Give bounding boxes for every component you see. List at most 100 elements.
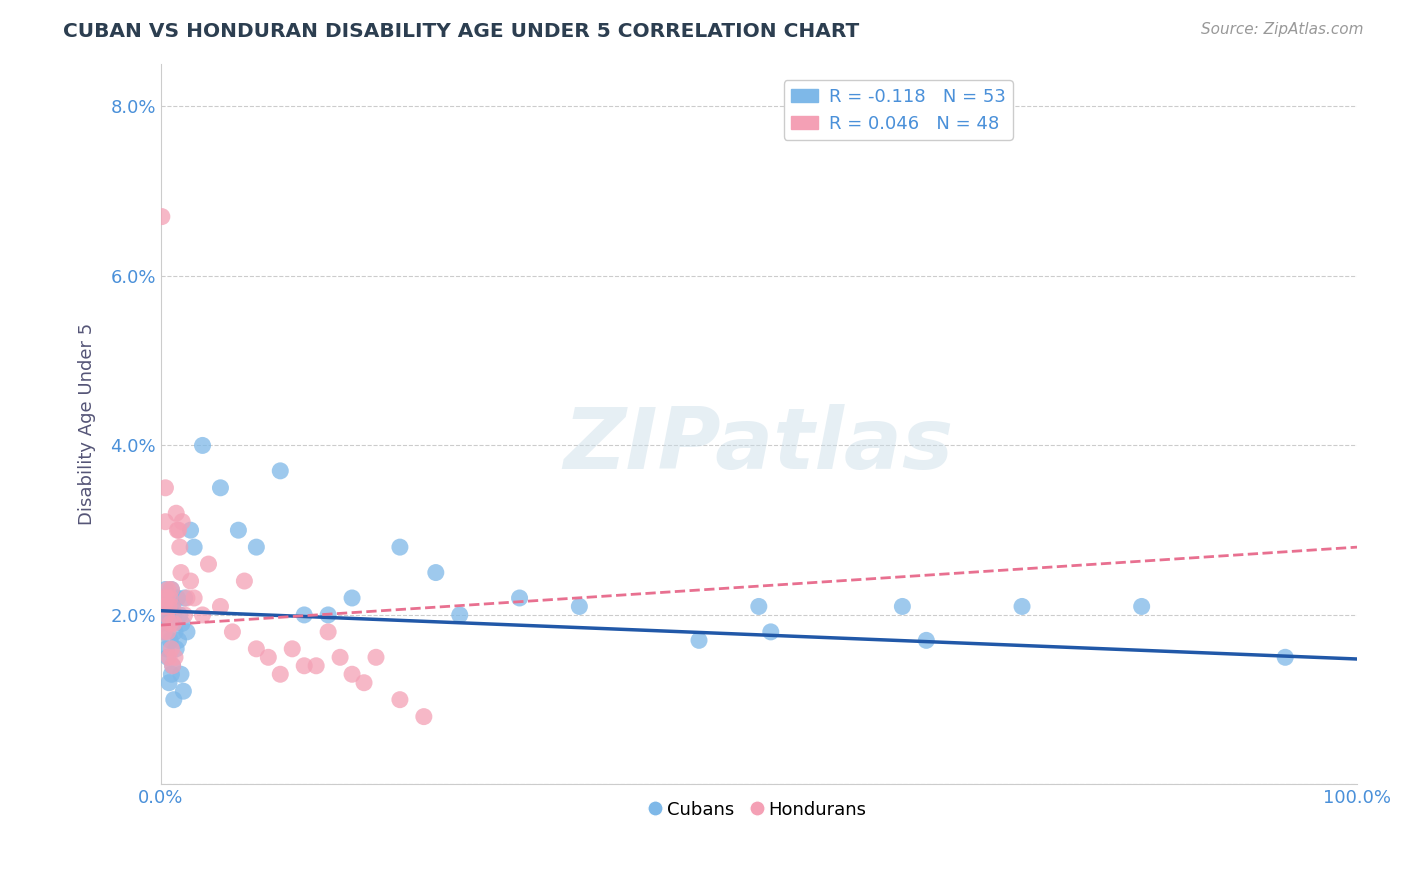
Point <box>340 591 363 605</box>
Point <box>150 616 173 631</box>
Point <box>748 599 770 614</box>
Point <box>163 607 186 622</box>
Point <box>176 591 198 605</box>
Point <box>688 633 710 648</box>
Point <box>165 641 187 656</box>
Point <box>191 438 214 452</box>
Point <box>155 582 177 597</box>
Point <box>388 692 411 706</box>
Point <box>340 667 363 681</box>
Point <box>281 641 304 656</box>
Point <box>509 591 531 605</box>
Point <box>172 515 194 529</box>
Point <box>156 616 179 631</box>
Point <box>173 607 195 622</box>
Point <box>191 607 214 622</box>
Text: ZIPatlas: ZIPatlas <box>564 404 953 487</box>
Point <box>173 591 195 605</box>
Point <box>170 667 193 681</box>
Point <box>305 658 328 673</box>
Point <box>156 650 179 665</box>
Point <box>152 599 174 614</box>
Point <box>156 591 179 605</box>
Point <box>156 641 179 656</box>
Point <box>156 607 179 622</box>
Point <box>160 641 183 656</box>
Point <box>364 650 387 665</box>
Point <box>209 481 232 495</box>
Point <box>155 607 177 622</box>
Point <box>162 599 184 614</box>
Point <box>162 599 184 614</box>
Point <box>163 692 186 706</box>
Legend: Cubans, Hondurans: Cubans, Hondurans <box>644 793 875 826</box>
Point <box>163 650 186 665</box>
Point <box>1274 650 1296 665</box>
Point <box>153 591 176 605</box>
Point <box>170 566 193 580</box>
Point <box>160 582 183 597</box>
Point <box>269 464 291 478</box>
Point <box>157 599 180 614</box>
Point <box>159 591 181 605</box>
Point <box>245 540 267 554</box>
Point <box>233 574 256 588</box>
Point <box>1011 599 1033 614</box>
Point <box>166 591 188 605</box>
Point <box>209 599 232 614</box>
Point <box>197 557 219 571</box>
Point <box>165 506 187 520</box>
Point <box>183 540 205 554</box>
Text: CUBAN VS HONDURAN DISABILITY AGE UNDER 5 CORRELATION CHART: CUBAN VS HONDURAN DISABILITY AGE UNDER 5… <box>63 22 859 41</box>
Point <box>568 599 591 614</box>
Point <box>163 624 186 639</box>
Point <box>228 523 250 537</box>
Text: Source: ZipAtlas.com: Source: ZipAtlas.com <box>1201 22 1364 37</box>
Point <box>156 582 179 597</box>
Point <box>353 675 375 690</box>
Point <box>1130 599 1153 614</box>
Point <box>412 709 434 723</box>
Point <box>157 650 180 665</box>
Point <box>167 523 190 537</box>
Point <box>153 599 176 614</box>
Point <box>163 616 186 631</box>
Point <box>159 633 181 648</box>
Point <box>172 616 194 631</box>
Point <box>388 540 411 554</box>
Point <box>183 591 205 605</box>
Point <box>157 599 180 614</box>
Point <box>891 599 914 614</box>
Point <box>269 667 291 681</box>
Point <box>157 675 180 690</box>
Point <box>155 481 177 495</box>
Point <box>292 607 315 622</box>
Point <box>153 624 176 639</box>
Point <box>156 591 179 605</box>
Point <box>180 574 202 588</box>
Point <box>221 624 243 639</box>
Point <box>169 607 191 622</box>
Point <box>156 624 179 639</box>
Point <box>316 607 339 622</box>
Point <box>166 523 188 537</box>
Point <box>257 650 280 665</box>
Point <box>172 684 194 698</box>
Point <box>152 591 174 605</box>
Point <box>329 650 352 665</box>
Point <box>245 641 267 656</box>
Point <box>759 624 782 639</box>
Point <box>160 582 183 597</box>
Point <box>153 624 176 639</box>
Point <box>316 624 339 639</box>
Point <box>169 540 191 554</box>
Point <box>155 515 177 529</box>
Y-axis label: Disability Age Under 5: Disability Age Under 5 <box>79 323 96 525</box>
Point <box>159 607 181 622</box>
Point <box>150 210 173 224</box>
Point <box>425 566 447 580</box>
Point <box>180 523 202 537</box>
Point <box>160 667 183 681</box>
Point <box>449 607 471 622</box>
Point <box>162 658 184 673</box>
